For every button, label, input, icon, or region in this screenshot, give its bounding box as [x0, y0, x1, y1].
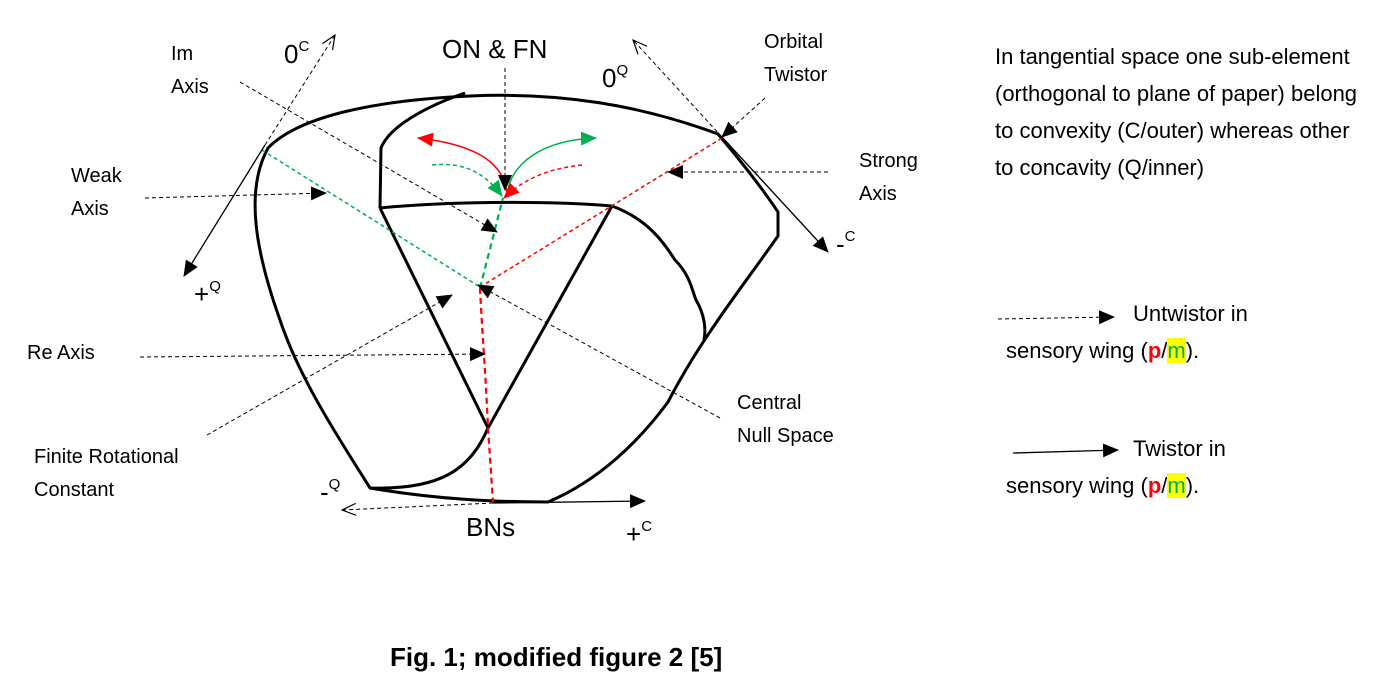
minus-c-arrow	[721, 136, 829, 253]
zero-q-label: 0Q	[602, 62, 629, 93]
red-vertical-line	[478, 287, 495, 503]
plus-q-label: +Q	[194, 278, 221, 309]
legend-twistor-arrow	[1012, 443, 1119, 458]
legend-untwistor-title: Untwistor in	[1133, 301, 1248, 326]
minus-c-label: -C	[836, 228, 856, 259]
finite-rotational-line1: Finite Rotational	[34, 446, 179, 468]
figure-caption: Fig. 1; modified figure 2 [5]	[390, 642, 723, 672]
im-axis-pointer	[239, 81, 498, 233]
strong-axis-line2: Axis	[859, 183, 897, 205]
legend-twistor-title: Twistor in	[1133, 436, 1226, 461]
legend-p-marker: p	[1147, 473, 1162, 498]
strong-axis-line1: Strong	[859, 150, 918, 172]
inner-cell	[378, 91, 466, 209]
orbital-twistor-label: Orbital Twistor	[764, 26, 827, 92]
bns-label: BNs	[466, 512, 516, 542]
orbital-twistor-line1: Orbital	[764, 31, 823, 53]
central-null-line1: Central	[737, 392, 802, 414]
wavy-edge	[611, 204, 707, 341]
zero-c-label: 0C	[284, 38, 310, 69]
legend-m-marker: m	[1167, 473, 1186, 498]
orbital-twistor-pointer	[721, 97, 766, 138]
red-dashed-curve	[503, 164, 583, 199]
zero-c-arrow	[264, 35, 335, 146]
on-fn-label: ON & FN	[442, 34, 548, 64]
finite-rotational-label: Finite Rotational Constant	[34, 441, 179, 507]
outer-boundary	[253, 93, 780, 504]
plus-c-arrow	[492, 494, 646, 509]
finite-rotational-pointer	[206, 294, 453, 436]
green-axis-line	[261, 149, 481, 288]
red-axis-line	[479, 137, 723, 288]
zero-q-arrow	[633, 40, 723, 138]
plus-c-label: +C	[626, 518, 653, 549]
minus-q-label: -Q	[320, 476, 341, 507]
orbital-twistor-line2: Twistor	[764, 64, 828, 86]
plus-q-arrow	[183, 144, 266, 277]
inner-left-edge	[378, 207, 490, 429]
inner-bottom-edge	[369, 427, 490, 490]
re-axis-pointer	[139, 347, 486, 362]
legend-p-marker: p	[1147, 338, 1162, 363]
re-axis-label: Re Axis	[27, 342, 95, 364]
legend-untwistor-desc: sensory wing (p/m).	[1006, 338, 1200, 363]
central-null-space-label: Central Null Space	[737, 387, 834, 453]
central-null-line2: Null Space	[737, 425, 834, 447]
green-center-line	[478, 197, 505, 289]
weak-axis-line2: Axis	[71, 198, 109, 220]
weak-axis-pointer	[144, 186, 327, 201]
legend-m-marker: m	[1167, 338, 1186, 363]
tangential-space-note: In tangential space one sub-element (ort…	[995, 44, 1358, 180]
minus-q-arrow	[342, 502, 494, 510]
inner-right-edge	[486, 205, 614, 429]
im-axis-line1: Im	[171, 43, 194, 65]
inner-top-edge	[379, 200, 613, 210]
green-dashed-curve	[431, 163, 503, 197]
finite-rotational-line2: Constant	[34, 479, 115, 501]
weak-axis-line1: Weak	[71, 165, 122, 187]
weak-axis-label: Weak Axis	[71, 160, 122, 226]
green-curved-arrow	[506, 131, 597, 196]
strong-axis-label: Strong Axis	[859, 145, 918, 211]
central-null-pointer	[477, 284, 721, 419]
legend-untwistor-arrow	[997, 310, 1115, 325]
legend-twistor-desc: sensory wing (p/m).	[1006, 473, 1200, 498]
im-axis-label: Im Axis	[171, 38, 209, 104]
im-axis-line2: Axis	[171, 76, 209, 98]
